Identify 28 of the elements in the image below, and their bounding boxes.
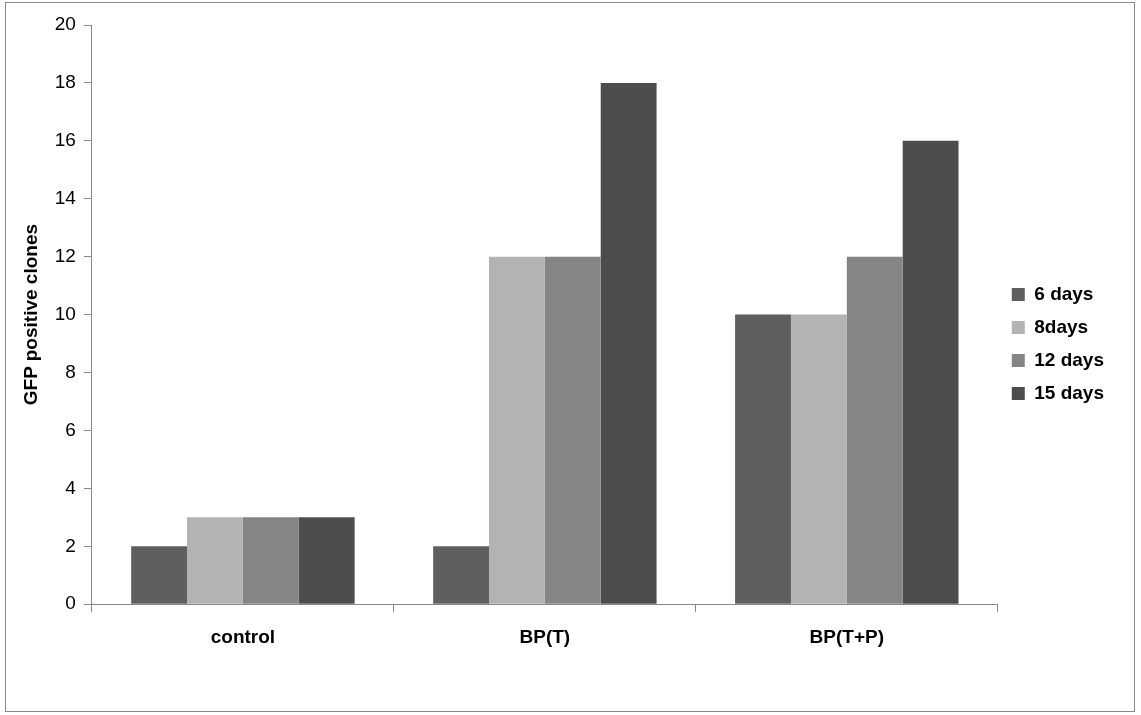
bar xyxy=(489,256,545,604)
bar xyxy=(735,314,791,604)
y-tick-label: 20 xyxy=(54,13,76,35)
bar xyxy=(790,314,847,604)
legend-label: 6 days xyxy=(1034,282,1094,304)
legend-label: 12 days xyxy=(1034,348,1105,370)
y-tick-label: 6 xyxy=(65,418,76,440)
bar xyxy=(433,546,489,604)
x-tick-label: BP(T+P) xyxy=(809,625,885,647)
y-tick-label: 16 xyxy=(54,129,76,151)
x-tick-label: control xyxy=(210,625,276,647)
x-tick-label: BP(T) xyxy=(519,625,571,647)
bar xyxy=(187,517,243,604)
bar xyxy=(600,82,657,604)
bar xyxy=(131,546,188,604)
y-tick-label: 10 xyxy=(54,302,76,324)
legend-label: 8days xyxy=(1034,315,1089,337)
y-tick-label: 12 xyxy=(54,244,76,266)
y-tick-label: 8 xyxy=(65,360,76,382)
bar xyxy=(298,517,355,604)
bar xyxy=(902,140,959,604)
y-tick-label: 4 xyxy=(65,476,77,498)
y-tick-label: 2 xyxy=(65,534,76,556)
y-tick-label: 18 xyxy=(54,71,76,93)
legend-label: 15 days xyxy=(1034,381,1105,403)
y-tick-label: 0 xyxy=(65,592,76,614)
y-axis-title: GFP positive clones xyxy=(19,223,41,406)
y-tick-label: 14 xyxy=(54,186,77,208)
